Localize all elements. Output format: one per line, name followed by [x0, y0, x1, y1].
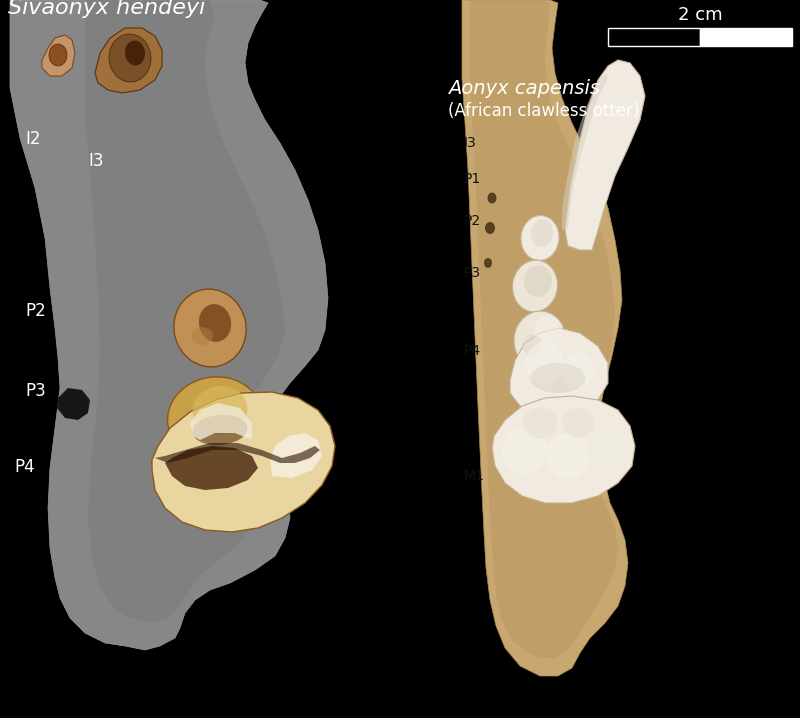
Polygon shape: [57, 388, 90, 420]
Ellipse shape: [191, 327, 213, 345]
Ellipse shape: [125, 40, 145, 65]
Ellipse shape: [513, 260, 558, 312]
Text: I3: I3: [464, 136, 477, 150]
Polygon shape: [10, 0, 328, 650]
Polygon shape: [470, 0, 618, 658]
Ellipse shape: [199, 304, 231, 342]
Bar: [700, 28, 792, 46]
Ellipse shape: [193, 415, 247, 445]
Polygon shape: [165, 446, 258, 490]
Polygon shape: [270, 433, 322, 478]
Ellipse shape: [109, 34, 151, 82]
Ellipse shape: [168, 377, 262, 459]
Text: I3: I3: [88, 152, 103, 170]
Ellipse shape: [530, 363, 586, 393]
Polygon shape: [42, 35, 75, 76]
Ellipse shape: [514, 311, 566, 369]
Text: Sivaonyx hendeyi: Sivaonyx hendeyi: [8, 0, 206, 18]
Text: P4: P4: [464, 344, 481, 358]
Text: P2: P2: [25, 302, 46, 320]
Ellipse shape: [562, 408, 594, 438]
Polygon shape: [95, 28, 162, 93]
Polygon shape: [492, 396, 635, 503]
Polygon shape: [510, 328, 608, 416]
Text: 2 cm: 2 cm: [678, 6, 722, 24]
Text: Aonyx capensis: Aonyx capensis: [448, 79, 600, 98]
Text: (African clawless otter): (African clawless otter): [448, 102, 639, 120]
Ellipse shape: [562, 353, 594, 388]
Polygon shape: [155, 443, 320, 463]
Ellipse shape: [485, 222, 495, 234]
Ellipse shape: [522, 334, 542, 356]
Ellipse shape: [586, 429, 624, 471]
Text: M1: M1: [464, 469, 485, 483]
Ellipse shape: [487, 192, 497, 203]
Ellipse shape: [521, 215, 559, 261]
Polygon shape: [462, 0, 628, 676]
Ellipse shape: [547, 434, 589, 478]
Ellipse shape: [524, 265, 552, 297]
Text: I2: I2: [25, 130, 41, 148]
Ellipse shape: [484, 258, 492, 268]
Polygon shape: [85, 0, 285, 623]
Ellipse shape: [502, 426, 547, 474]
Ellipse shape: [193, 386, 247, 434]
Polygon shape: [565, 60, 645, 250]
Text: P4: P4: [14, 458, 34, 476]
Polygon shape: [255, 393, 285, 448]
Text: P3: P3: [25, 382, 46, 400]
Ellipse shape: [522, 407, 558, 439]
Polygon shape: [562, 73, 608, 230]
Ellipse shape: [174, 289, 246, 367]
Polygon shape: [152, 392, 335, 532]
Bar: [608, 28, 700, 46]
Text: P1: P1: [464, 172, 482, 186]
Ellipse shape: [526, 342, 564, 384]
Text: P3: P3: [464, 266, 481, 280]
Ellipse shape: [49, 44, 67, 66]
Text: P2: P2: [464, 214, 481, 228]
Ellipse shape: [531, 219, 553, 247]
Polygon shape: [190, 403, 252, 440]
Ellipse shape: [534, 316, 562, 348]
